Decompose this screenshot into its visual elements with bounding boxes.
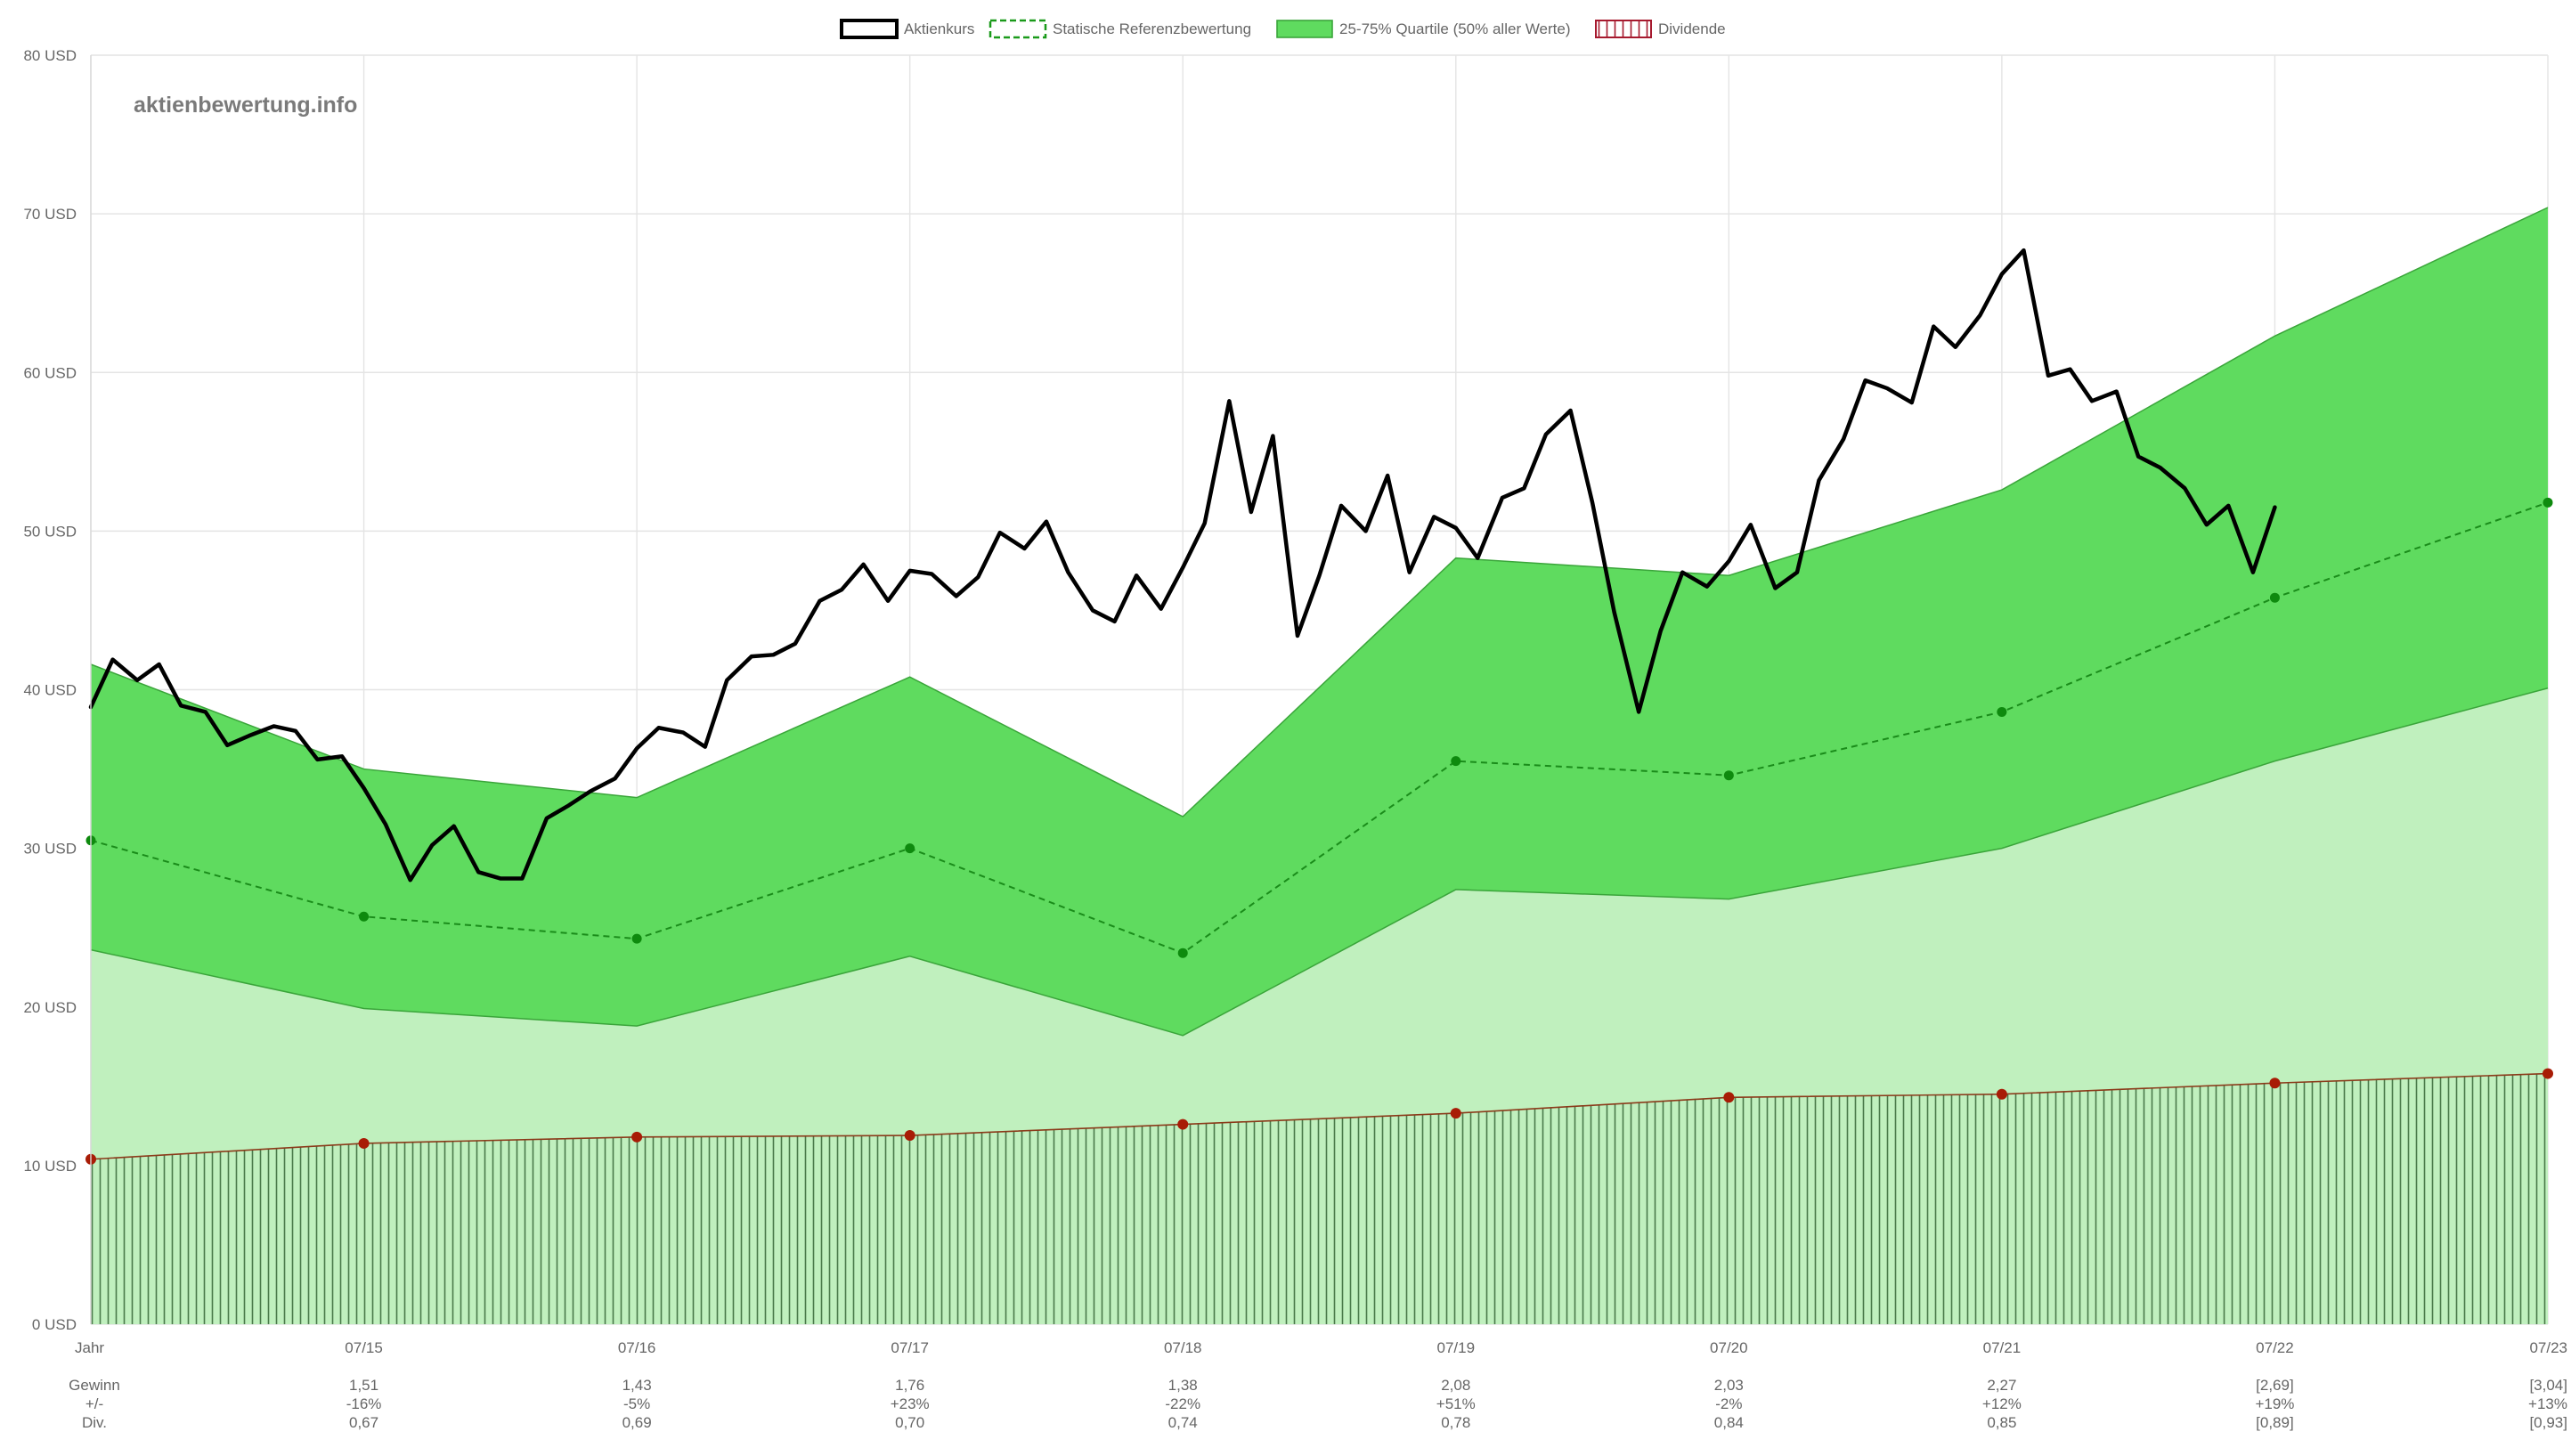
y-tick-label: 80 USD xyxy=(23,47,77,64)
row-label-div: Div. xyxy=(82,1414,107,1431)
table-cell-change: +51% xyxy=(1436,1395,1476,1412)
row-label-change: +/- xyxy=(85,1395,103,1412)
table-cell-gewinn: 2,08 xyxy=(1441,1377,1470,1394)
dividend-line xyxy=(90,1072,2549,1160)
table-cell-div: 0,85 xyxy=(1987,1414,2016,1431)
dividend-point-6 xyxy=(1723,1092,1735,1103)
fundamentals-table: Gewinn 1,51 1,43 1,76 1,38 2,08 2,03 2,27 [2,69]… xyxy=(69,1377,2567,1431)
x-tick-label: 07/18 xyxy=(1164,1339,1202,1356)
table-cell-change: -16% xyxy=(346,1395,382,1412)
axes: 0 USD 10 USD 20 USD 30 USD 40 USD 50 USD 60 US… xyxy=(23,47,2567,1356)
dividend-series xyxy=(85,1068,2553,1324)
dividend-point-8 xyxy=(2269,1078,2281,1089)
reference-point-2 xyxy=(631,933,642,944)
dividend-point-2 xyxy=(631,1131,643,1143)
legend-swatch-dividend xyxy=(1595,20,1652,38)
dividend-point-3 xyxy=(904,1130,915,1142)
legend-label-quartile: 25-75% Quartile (50% aller Werte) xyxy=(1339,20,1571,37)
x-tick-label: 07/17 xyxy=(891,1339,929,1356)
reference-series xyxy=(85,497,2553,958)
y-tick-label: 30 USD xyxy=(23,841,77,858)
x-tick-label: 07/16 xyxy=(618,1339,656,1356)
dividend-point-5 xyxy=(1450,1108,1461,1119)
table-cell-div: 0,70 xyxy=(895,1414,924,1431)
x-tick-label: 07/20 xyxy=(1710,1339,1748,1356)
dividend-point-1 xyxy=(358,1137,370,1149)
legend-swatch-quartile xyxy=(1276,20,1333,38)
legend-label-reference: Statische Referenzbewertung xyxy=(1053,20,1251,37)
table-cell-div: [0,89] xyxy=(2256,1414,2294,1431)
table-cell-gewinn: 1,76 xyxy=(895,1377,924,1394)
reference-point-7 xyxy=(1997,706,2007,717)
table-cell-div: 0,78 xyxy=(1441,1414,1470,1431)
x-tick-label: 07/21 xyxy=(1983,1339,2022,1356)
x-tick-label: 07/22 xyxy=(2256,1339,2294,1356)
price-line xyxy=(88,248,2277,883)
legend-swatch-price xyxy=(840,19,899,39)
dividend-area xyxy=(91,1073,2548,1324)
watermark-logo: aktienbewertung.info xyxy=(134,93,357,118)
table-cell-change: +12% xyxy=(1982,1395,2022,1412)
x-tick-label: 07/23 xyxy=(2529,1339,2567,1356)
table-cell-gewinn: [3,04] xyxy=(2529,1377,2567,1394)
quartile-band xyxy=(91,207,2548,1036)
table-cell-div: 0,67 xyxy=(349,1414,378,1431)
x-tick-label: 07/19 xyxy=(1437,1339,1476,1356)
legend-swatch-reference xyxy=(989,19,1047,39)
table-cell-change: +19% xyxy=(2255,1395,2294,1412)
row-label-gewinn: Gewinn xyxy=(69,1377,120,1394)
y-tick-label: 60 USD xyxy=(23,364,77,381)
quartile-lower-line xyxy=(90,687,2549,1037)
dividend-point-9 xyxy=(2543,1068,2553,1079)
x-tick-label: Jahr xyxy=(75,1339,104,1356)
legend-label-price: Aktienkurs xyxy=(904,20,974,37)
table-cell-div: 0,69 xyxy=(622,1414,652,1431)
reference-point-5 xyxy=(1451,756,1461,767)
table-cell-gewinn: 1,51 xyxy=(349,1377,378,1394)
table-cell-div: 0,84 xyxy=(1714,1414,1744,1431)
y-tick-label: 70 USD xyxy=(23,206,77,223)
legend: Aktienkurs Statische Referenzbewertung 25-… xyxy=(840,19,1726,39)
reference-point-4 xyxy=(1177,948,1188,958)
table-cell-change: -5% xyxy=(623,1395,650,1412)
table-cell-gewinn: 1,38 xyxy=(1168,1377,1198,1394)
table-cell-gewinn: 2,03 xyxy=(1714,1377,1744,1394)
legend-label-dividend: Dividende xyxy=(1658,20,1726,37)
table-cell-gewinn: [2,69] xyxy=(2256,1377,2294,1394)
reference-point-1 xyxy=(359,911,370,922)
table-cell-div: 0,74 xyxy=(1168,1414,1198,1431)
quartile-upper-line xyxy=(90,207,2549,817)
y-tick-label: 0 USD xyxy=(32,1316,77,1333)
y-tick-label: 50 USD xyxy=(23,523,77,540)
y-tick-label: 40 USD xyxy=(23,682,77,699)
reference-point-8 xyxy=(2269,592,2280,603)
y-tick-label: 20 USD xyxy=(23,999,77,1016)
reference-point-9 xyxy=(2543,497,2553,508)
table-cell-change: +13% xyxy=(2528,1395,2567,1412)
table-cell-change: +23% xyxy=(891,1395,930,1412)
table-cell-gewinn: 1,43 xyxy=(622,1377,652,1394)
table-cell-change: -2% xyxy=(1715,1395,1742,1412)
price-series xyxy=(88,248,2277,883)
reference-point-6 xyxy=(1723,770,1734,781)
reference-line xyxy=(90,501,2549,955)
table-cell-gewinn: 2,27 xyxy=(1987,1377,2016,1394)
reference-point-3 xyxy=(905,843,915,854)
table-cell-div: [0,93] xyxy=(2529,1414,2567,1431)
table-cell-change: -22% xyxy=(1165,1395,1200,1412)
x-tick-label: 07/15 xyxy=(345,1339,383,1356)
y-tick-label: 10 USD xyxy=(23,1158,77,1175)
dividend-point-4 xyxy=(1177,1118,1189,1130)
dividend-point-7 xyxy=(1996,1088,2007,1100)
